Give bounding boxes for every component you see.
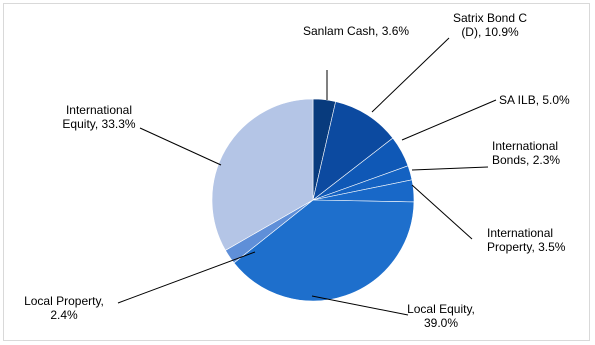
leader-line xyxy=(411,184,473,240)
slice-label: Local Equity, 39.0% xyxy=(407,302,475,330)
leader-line xyxy=(411,166,489,171)
slice-label: Satrix Bond C (D), 10.9% xyxy=(453,11,527,39)
leader-line xyxy=(139,127,222,166)
leader-line xyxy=(371,37,450,113)
slice-label: Local Property, 2.4% xyxy=(24,294,104,322)
slice-label: International Bonds, 2.3% xyxy=(492,139,560,167)
leader-line xyxy=(117,251,256,304)
pie-slice xyxy=(211,98,314,251)
slice-label: SA ILB, 5.0% xyxy=(499,93,570,107)
pie-slice xyxy=(312,101,394,201)
pie-slice xyxy=(233,199,415,302)
slice-label: International Equity, 33.3% xyxy=(62,103,135,131)
slice-label: International Property, 3.5% xyxy=(487,226,566,254)
leader-line xyxy=(311,295,409,316)
slice-label: Sanlam Cash, 3.6% xyxy=(303,24,409,38)
leader-line xyxy=(401,99,497,141)
